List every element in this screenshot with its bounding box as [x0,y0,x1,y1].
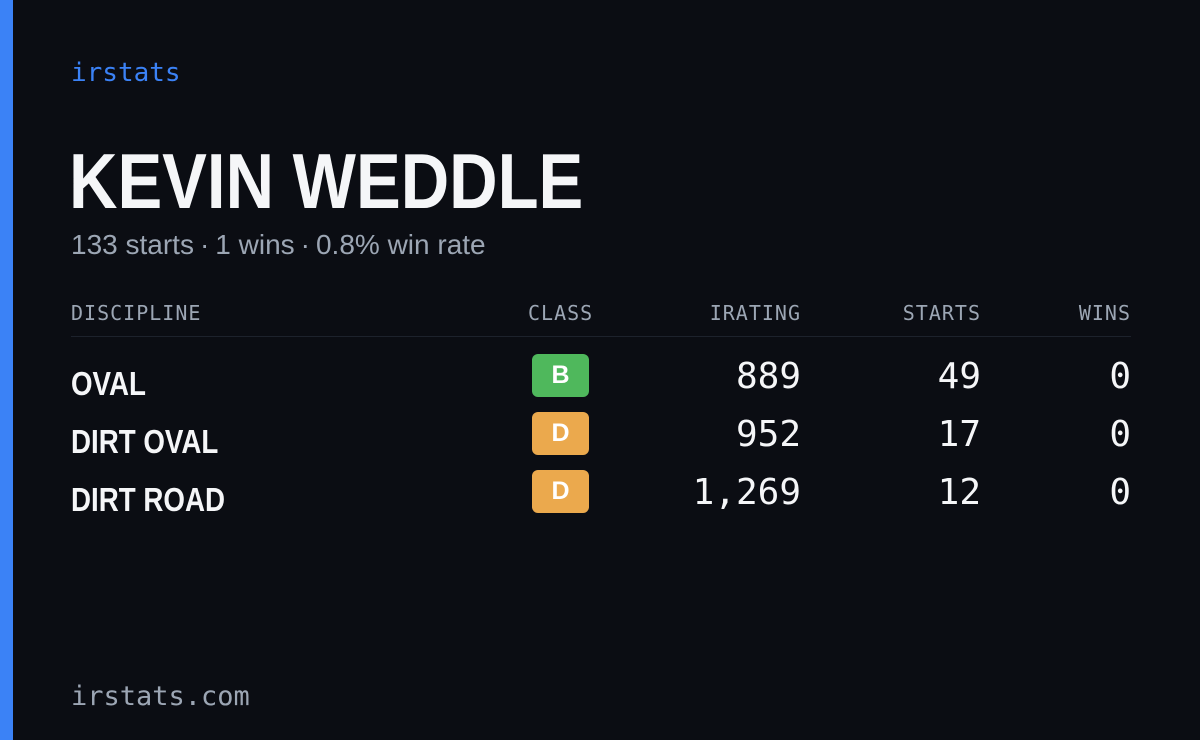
driver-name: KEVIN WEDDLE [69,137,584,225]
table-header-row: DISCIPLINE CLASS IRATING STARTS WINS [71,298,1131,337]
table-row: DIRT ROAD D 1,269 12 0 [71,470,1131,528]
column-header-discipline: DISCIPLINE [71,301,202,325]
discipline-name: DIRT OVAL [71,423,219,460]
summary-separator: · [300,229,310,260]
driver-summary: 133 starts · 1 wins · 0.8% win rate [71,227,486,263]
starts-value: 17 [937,414,981,455]
discipline-name: DIRT ROAD [71,481,225,518]
footer-domain-link[interactable]: irstats.com [71,681,250,712]
irating-value: 952 [735,414,801,455]
column-header-class: CLASS [528,301,594,325]
irating-value: 889 [735,356,801,397]
discipline-stats-table: DISCIPLINE CLASS IRATING STARTS WINS OVA… [71,298,1131,528]
wins-value: 0 [1109,356,1131,397]
license-class-badge: D [532,412,589,455]
table-body: OVAL B 889 49 0 DIRT OVAL D 952 17 0 DIR… [71,354,1131,528]
summary-wins: 1 wins [215,229,295,260]
starts-value: 49 [937,356,981,397]
accent-bar [0,0,13,740]
irating-value: 1,269 [692,472,801,513]
summary-starts: 133 starts [71,229,194,260]
wins-value: 0 [1109,472,1131,513]
discipline-name: OVAL [71,365,146,402]
table-row: OVAL B 889 49 0 [71,354,1131,412]
table-row: DIRT OVAL D 952 17 0 [71,412,1131,470]
license-class-badge: D [532,470,589,513]
column-header-starts: STARTS [902,301,981,325]
summary-separator: · [199,229,210,260]
brand-logo-text[interactable]: irstats [71,58,181,88]
license-class-badge: B [532,354,589,397]
starts-value: 12 [937,472,981,513]
column-header-wins: WINS [1078,301,1131,325]
column-header-irating: IRATING [709,301,801,325]
summary-win-rate: 0.8% win rate [315,229,486,260]
wins-value: 0 [1109,414,1131,455]
